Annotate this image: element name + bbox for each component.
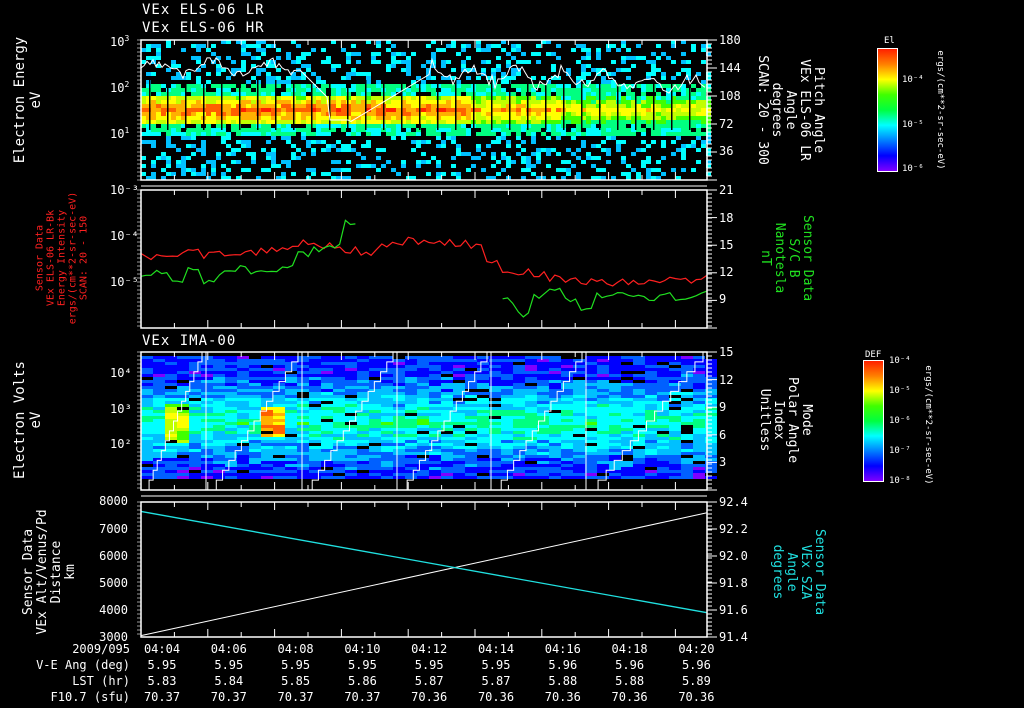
panel2-ytick-1e-4: 10⁻⁴: [110, 229, 139, 243]
colorbar1-tick: 10⁻⁶: [902, 164, 924, 174]
panel1-rtick: 36: [719, 144, 734, 158]
colorbar2-tick: 10⁻⁴: [889, 356, 911, 366]
panel4-ytick: 4000: [99, 603, 128, 617]
panel4-rtick: 91.4: [719, 630, 748, 644]
panel1-ytick-1e3: 103: [110, 34, 130, 49]
panel4-ytick: 8000: [99, 494, 128, 508]
colorbar2: [863, 360, 884, 482]
panel1-rtick: 144: [719, 61, 741, 75]
colorbar2-label: DEF: [865, 350, 882, 360]
footer-column: 04:08 5.95 5.85 70.37: [277, 642, 314, 704]
panel1-title-hr: VEx ELS-06 HR: [142, 20, 265, 36]
panel4-rtick: 91.6: [719, 603, 748, 617]
colorbar1: [877, 48, 898, 172]
panel3-title: VEx IMA-00: [142, 333, 237, 349]
footer-column: 04:12 5.95 5.87 70.36: [411, 642, 448, 704]
panel3-right-label: Mode Polar Angle Index Unitless: [757, 376, 814, 464]
panel3-ytick: 10²: [110, 437, 132, 451]
panel3-rtick: 9: [719, 400, 727, 414]
panel1-ytick-1e1: 101: [110, 126, 130, 141]
colorbar1-units: ergs/(cm**2-sr-sec-eV): [935, 50, 945, 170]
panel2-right-label: Sensor Data S/C B Nanotesla nT: [758, 214, 815, 302]
footer-column: 04:20 5.96 5.89 70.36: [678, 642, 715, 704]
colorbar2-tick: 10⁻⁵: [889, 386, 911, 396]
panel3-ytick: 10⁴: [110, 366, 132, 380]
panel2-rtick: 21: [719, 183, 734, 197]
panel3-rtick: 3: [719, 455, 727, 469]
footer-column: 04:06 5.95 5.84 70.37: [210, 642, 247, 704]
footer-column: 04:18 5.96 5.88 70.36: [611, 642, 648, 704]
panel1-right-label: Pitch Angle VEx ELS-06 LR Angle degrees …: [755, 55, 826, 165]
footer-column: 04:10 5.95 5.86 70.37: [344, 642, 381, 704]
colorbar2-tick: 10⁻⁷: [889, 446, 911, 456]
panel2-rtick: 18: [719, 211, 734, 225]
panel4-rtick: 91.8: [719, 576, 748, 590]
colorbar1-label: El: [884, 36, 895, 46]
panel2-rtick: 9: [719, 292, 727, 306]
panel2-ytick-1e-5: 10⁻⁵: [110, 275, 139, 289]
colorbar2-units: ergs/(cm**2-sr-sec-eV): [923, 365, 933, 485]
colorbar2-tick: 10⁻⁸: [889, 476, 911, 486]
panel4-left-label: Sensor Data VEx Alt/Venus/Pd Distance km: [21, 509, 78, 635]
panel4-ytick: 7000: [99, 522, 128, 536]
panel1-ylabel: Electron Energy eV: [12, 36, 44, 164]
panel3-rtick: 6: [719, 428, 727, 442]
panel4-rtick: 92.0: [719, 549, 748, 563]
footer-column: 04:04 5.95 5.83 70.37: [143, 642, 181, 704]
colorbar1-tick: 10⁻⁵: [902, 120, 924, 130]
colorbar1-tick: 10⁻⁴: [902, 75, 924, 85]
panel1-title-lr: VEx ELS-06 LR: [142, 2, 265, 18]
panel2-ytick-1e-3: 10⁻³: [110, 183, 139, 197]
panel4-rtick: 92.2: [719, 522, 748, 536]
panel3-ytick: 10³: [110, 402, 132, 416]
footer-column: 04:14 5.95 5.87 70.36: [477, 642, 515, 704]
panel1-ytick-1e2: 102: [110, 80, 130, 95]
panel4-ytick: 5000: [99, 576, 128, 590]
panel3-rtick: 15: [719, 345, 734, 359]
panel4-ytick: 3000: [99, 630, 128, 644]
panel2-rtick: 12: [719, 265, 734, 279]
panel4-right-label: Sensor Data VEx SZA Angle degrees: [770, 528, 827, 616]
panel1-rtick: 108: [719, 89, 741, 103]
footer-column: 04:16 5.96 5.88 70.36: [544, 642, 581, 704]
panel2-rtick: 15: [719, 238, 734, 252]
panel3-rtick: 12: [719, 373, 734, 387]
footer-row-labels: 2009/095 V-E Ang (deg) LST (hr) F10.7 (s…: [36, 642, 130, 704]
panel1-rtick: 180: [719, 33, 741, 47]
panel4-ytick: 6000: [99, 549, 128, 563]
panel4-rtick: 92.4: [719, 495, 748, 509]
panel3-ylabel: Electron Volts eV: [12, 361, 44, 480]
panel2-left-label: Sensor Data VEx ELS-06 LR-Bk Energy Inte…: [34, 191, 90, 325]
colorbar2-tick: 10⁻⁶: [889, 416, 911, 426]
panel1-rtick: 72: [719, 117, 734, 131]
